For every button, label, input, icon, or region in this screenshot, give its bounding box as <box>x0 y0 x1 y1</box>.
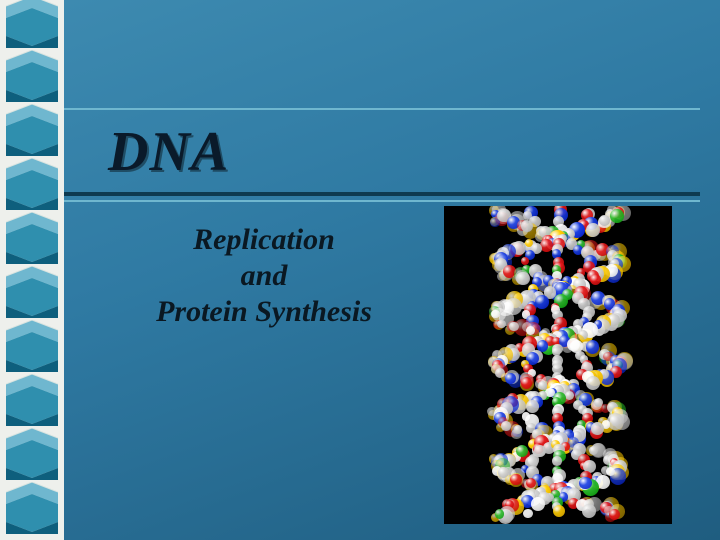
atom <box>586 223 600 237</box>
ribbon-segment <box>6 266 58 318</box>
atom <box>516 272 530 286</box>
rule-top <box>64 108 700 110</box>
ribbon-segment <box>6 158 58 210</box>
dna-molecule-image <box>444 206 672 524</box>
slide-subtitle: Replication and Protein Synthesis <box>94 222 434 330</box>
atom <box>586 340 600 354</box>
subtitle-line: and <box>94 258 434 294</box>
atom <box>505 373 516 384</box>
ribbon-segment <box>6 320 58 372</box>
rule-under-thin <box>64 200 700 202</box>
atom <box>579 477 591 489</box>
ribbon-segment <box>6 482 58 534</box>
atom <box>599 215 610 226</box>
atom <box>521 377 532 388</box>
atom <box>591 422 604 435</box>
subtitle-line: Protein Synthesis <box>94 294 434 330</box>
atom <box>552 456 562 466</box>
atom <box>610 209 623 222</box>
atom <box>523 509 532 518</box>
atom <box>582 504 596 518</box>
atom <box>531 497 545 511</box>
ribbon-decoration <box>0 0 64 540</box>
atom <box>586 376 600 390</box>
atom <box>553 505 565 517</box>
ribbon-segment <box>6 50 58 102</box>
atom <box>589 446 598 455</box>
atom <box>609 509 620 520</box>
atom <box>501 421 511 431</box>
ribbon-segment <box>6 374 58 426</box>
ribbon-segment <box>6 428 58 480</box>
slide-main: DNA Replication and Protein Synthesis <box>64 0 720 540</box>
atom <box>540 239 553 252</box>
subtitle-line: Replication <box>94 222 434 258</box>
atom <box>535 295 549 309</box>
ribbon-segment <box>6 104 58 156</box>
atom <box>526 400 539 413</box>
ribbon-segment <box>6 0 58 48</box>
slide-title: DNA <box>108 120 229 184</box>
ribbon-segment <box>6 212 58 264</box>
slide: DNA Replication and Protein Synthesis <box>0 0 720 540</box>
atom <box>521 257 529 265</box>
rule-under-thick <box>64 192 700 196</box>
atom <box>526 478 536 488</box>
atom <box>590 274 601 285</box>
atom <box>514 425 522 433</box>
